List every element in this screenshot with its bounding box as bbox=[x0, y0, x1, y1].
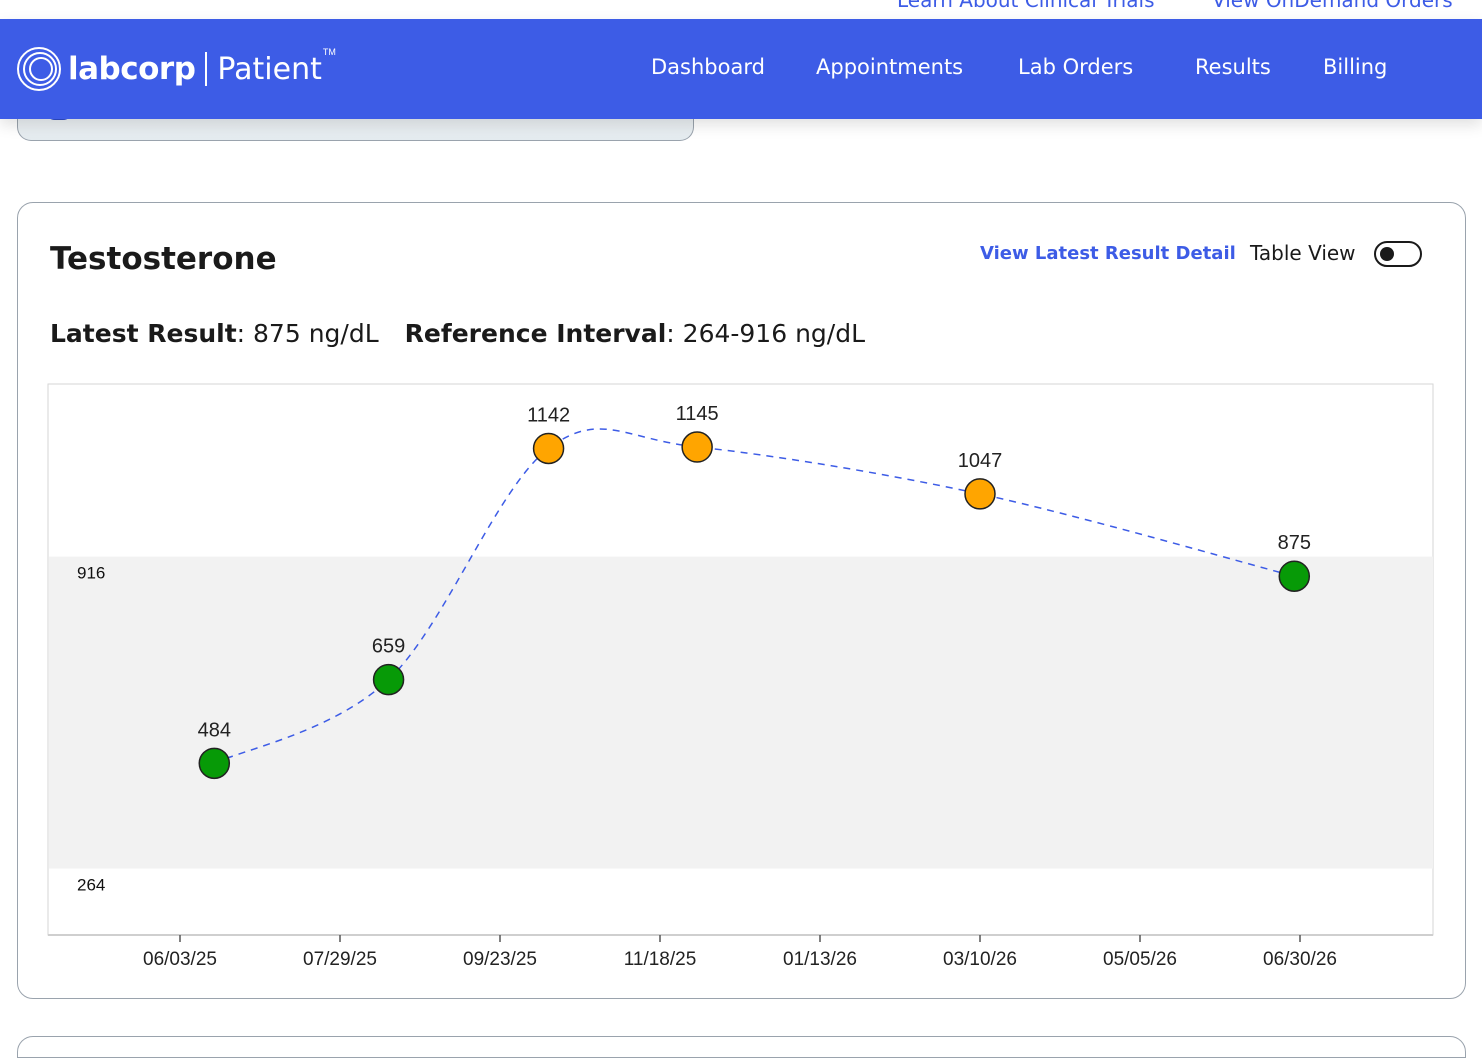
data-label: 1047 bbox=[958, 450, 1003, 472]
x-tick-label: 01/13/26 bbox=[783, 949, 857, 970]
table-view-toggle[interactable] bbox=[1374, 241, 1422, 267]
reference-interval-label: Reference Interval bbox=[404, 319, 667, 348]
x-tick-label: 06/03/25 bbox=[143, 949, 217, 970]
reference-interval-value: : 264-916 ng/dL bbox=[666, 319, 866, 348]
x-tick-label: 03/10/26 bbox=[943, 949, 1017, 970]
latest-result-value: : 875 ng/dL bbox=[236, 319, 379, 348]
table-view-label: Table View bbox=[1250, 241, 1356, 265]
data-point bbox=[532, 432, 565, 465]
logo-wordmark: labcorp bbox=[68, 51, 196, 87]
site-header: labcorp Patient TM Dashboard Appointment… bbox=[0, 19, 1482, 119]
y-tick-label: 916 bbox=[77, 564, 105, 583]
data-label: 484 bbox=[198, 719, 231, 741]
logo-trademark: TM bbox=[322, 47, 336, 57]
data-label: 1142 bbox=[527, 404, 570, 426]
data-point bbox=[681, 431, 713, 463]
x-tick-label: 11/18/25 bbox=[624, 949, 697, 970]
y-tick-label: 264 bbox=[77, 876, 105, 895]
nav-billing[interactable]: Billing bbox=[1323, 55, 1388, 79]
next-card bbox=[17, 1036, 1466, 1058]
x-tick-label: 05/05/26 bbox=[1103, 949, 1177, 970]
result-summary: Latest Result: 875 ng/dL Reference Interv… bbox=[50, 319, 865, 348]
latest-result-label: Latest Result bbox=[50, 319, 237, 348]
labcorp-logo-icon bbox=[17, 47, 61, 91]
x-tick-label: 06/30/26 bbox=[1263, 949, 1337, 970]
view-latest-result-detail-link[interactable]: View Latest Result Detail bbox=[980, 243, 1236, 264]
reference-range-band bbox=[49, 556, 1433, 869]
labcorp-patient-logo[interactable]: labcorp Patient TM bbox=[16, 45, 336, 93]
data-point bbox=[198, 747, 231, 780]
nav-dashboard[interactable]: Dashboard bbox=[651, 55, 765, 79]
top-utility-strip: Learn About Clinical Trials View OnDeman… bbox=[0, 0, 1482, 19]
data-point bbox=[372, 663, 405, 696]
x-tick-label: 09/23/25 bbox=[463, 949, 537, 970]
nav-results[interactable]: Results bbox=[1195, 55, 1271, 79]
nav-appointments[interactable]: Appointments bbox=[816, 55, 964, 79]
toggle-knob bbox=[1380, 247, 1394, 261]
logo-subtitle: Patient bbox=[217, 51, 322, 87]
nav-lab-orders[interactable]: Lab Orders bbox=[1018, 55, 1134, 79]
data-label: 1145 bbox=[676, 403, 719, 425]
logo-divider bbox=[205, 52, 208, 86]
x-tick-label: 07/29/25 bbox=[303, 949, 377, 970]
data-point bbox=[1278, 560, 1311, 592]
clinical-trials-link[interactable]: Learn About Clinical Trials bbox=[897, 0, 1155, 12]
card-title: Testosterone bbox=[50, 241, 277, 277]
ondemand-orders-link[interactable]: View OnDemand Orders bbox=[1212, 0, 1453, 12]
data-label: 875 bbox=[1278, 532, 1311, 554]
data-label: 659 bbox=[372, 636, 405, 658]
data-point bbox=[964, 478, 996, 510]
